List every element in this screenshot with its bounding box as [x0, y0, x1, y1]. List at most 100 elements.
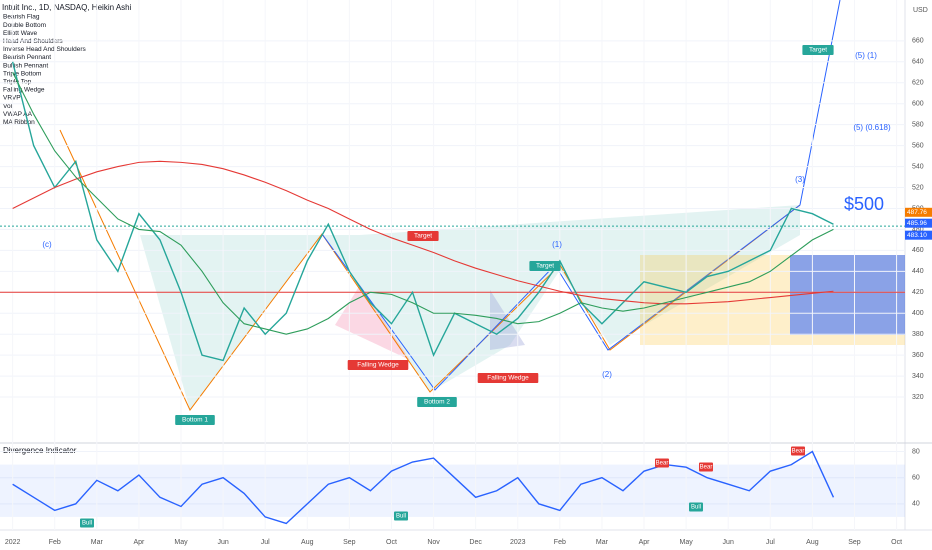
x-tick-label: May — [174, 539, 188, 546]
annotation: Falling Wedge — [357, 362, 399, 369]
x-tick-label: Oct — [891, 539, 902, 546]
annotation-bg — [791, 446, 805, 456]
band — [0, 464, 905, 517]
y-tick-label: 340 — [912, 373, 924, 380]
chart-title: Intuit Inc., 1D, NASDAQ, Heikin Ashi — [2, 3, 132, 12]
x-tick-label: Dec — [469, 539, 482, 546]
y-tick-label: 560 — [912, 142, 924, 149]
series-line — [12, 450, 835, 525]
x-tick-label: Jul — [766, 539, 775, 546]
series-line — [12, 72, 834, 335]
x-tick-label: Apr — [639, 539, 651, 546]
legend-item: VWAP AA — [3, 111, 33, 118]
legend-item: MA Ribbon — [3, 119, 35, 126]
x-tick-label: Jun — [723, 539, 734, 546]
y-tick-label: 420 — [912, 289, 924, 296]
y-tick-label: 440 — [912, 268, 924, 275]
annotation-bg — [529, 261, 561, 271]
legend-item: Falling Wedge — [3, 87, 45, 94]
annotation: (5) (1) — [855, 51, 877, 60]
series-line — [12, 160, 834, 305]
x-tick-label: Aug — [301, 539, 314, 546]
y-tick-label: 540 — [912, 163, 924, 170]
volume-profile — [790, 255, 905, 335]
annotation: Target — [414, 233, 432, 240]
x-tick-label: Jun — [217, 539, 228, 546]
annotation: Bottom 2 — [424, 399, 450, 406]
indicator-title: Divergence Indicator — [3, 446, 77, 455]
legend-item: Bullish Pennant — [3, 62, 48, 69]
x-tick-label: Feb — [49, 539, 61, 546]
x-tick-label: Mar — [596, 539, 609, 546]
annotation: (c) — [42, 240, 52, 249]
annotation: (2) — [602, 370, 612, 379]
wedge-area — [490, 290, 525, 350]
legend-item: Bearish Pennant — [3, 54, 51, 61]
annotation: Target — [809, 47, 827, 54]
y-tick-label: 40 — [912, 501, 920, 508]
y-tick-label: 460 — [912, 247, 924, 254]
annotation-bg — [394, 511, 408, 521]
price-label: 485.96 — [907, 220, 927, 227]
annotation: $500 — [844, 194, 884, 214]
annotation: Bottom 1 — [182, 417, 208, 424]
x-tick-label: Sep — [848, 539, 861, 546]
annotation-bg — [407, 231, 439, 241]
x-tick-label: 2022 — [5, 539, 21, 546]
legend-item: Double Bottom — [3, 22, 46, 29]
annotation-bg — [699, 462, 713, 472]
price-label: 487.76 — [907, 209, 927, 216]
currency: USD — [913, 7, 928, 14]
legend-item: VRVP — [3, 95, 21, 102]
annotation-bg — [802, 45, 834, 55]
y-tick-label: 600 — [912, 101, 924, 108]
x-tick-label: Apr — [133, 539, 145, 546]
x-tick-label: Jul — [261, 539, 270, 546]
y-tick-label: 380 — [912, 331, 924, 338]
y-tick-label: 580 — [912, 122, 924, 129]
annotation: Bear — [792, 449, 805, 455]
annotation: Bull — [396, 514, 406, 520]
annotation: Bear — [656, 461, 669, 467]
annotation-bg — [347, 360, 409, 370]
price-label: 483.10 — [907, 232, 927, 239]
y-tick-label: 640 — [912, 59, 924, 66]
annotation: (3) — [795, 175, 805, 184]
annotation: Bull — [82, 521, 92, 527]
annotation: (1) — [552, 240, 562, 249]
annotation-bg — [655, 458, 669, 468]
annotation: Bear — [700, 465, 713, 471]
legend-item: Head And Shoulders — [3, 38, 63, 45]
series-line — [11, 61, 834, 362]
annotation-bg — [175, 415, 215, 425]
annotation-bg — [477, 373, 539, 383]
x-tick-label: Nov — [427, 539, 440, 546]
y-tick-label: 360 — [912, 352, 924, 359]
annotation: Falling Wedge — [487, 375, 529, 382]
x-tick-label: Aug — [806, 539, 819, 546]
y-tick-label: 520 — [912, 184, 924, 191]
x-tick-label: Feb — [554, 539, 566, 546]
price-label-bg — [905, 218, 932, 228]
x-tick-label: Mar — [91, 539, 104, 546]
annotation: Target — [536, 263, 554, 270]
x-tick-label: 2023 — [510, 539, 526, 546]
x-tick-label: Sep — [343, 539, 356, 546]
y-tick-label: 80 — [912, 448, 920, 455]
annotation-bg — [80, 518, 94, 528]
pattern-line — [59, 129, 801, 411]
legend-item: Elliott Wave — [3, 30, 37, 37]
x-tick-label: Oct — [386, 539, 397, 546]
y-tick-label: 480 — [912, 226, 924, 233]
price-label-bg — [905, 230, 932, 240]
annotation-bg — [417, 397, 457, 407]
x-tick-label: May — [679, 539, 693, 546]
annotation-bg — [689, 502, 703, 512]
y-tick-label: 400 — [912, 310, 924, 317]
y-tick-label: 320 — [912, 394, 924, 401]
y-tick-label: 60 — [912, 475, 920, 482]
annotation: (5) (0.618) — [853, 123, 891, 132]
legend-item: Triple Bottom — [3, 70, 41, 77]
